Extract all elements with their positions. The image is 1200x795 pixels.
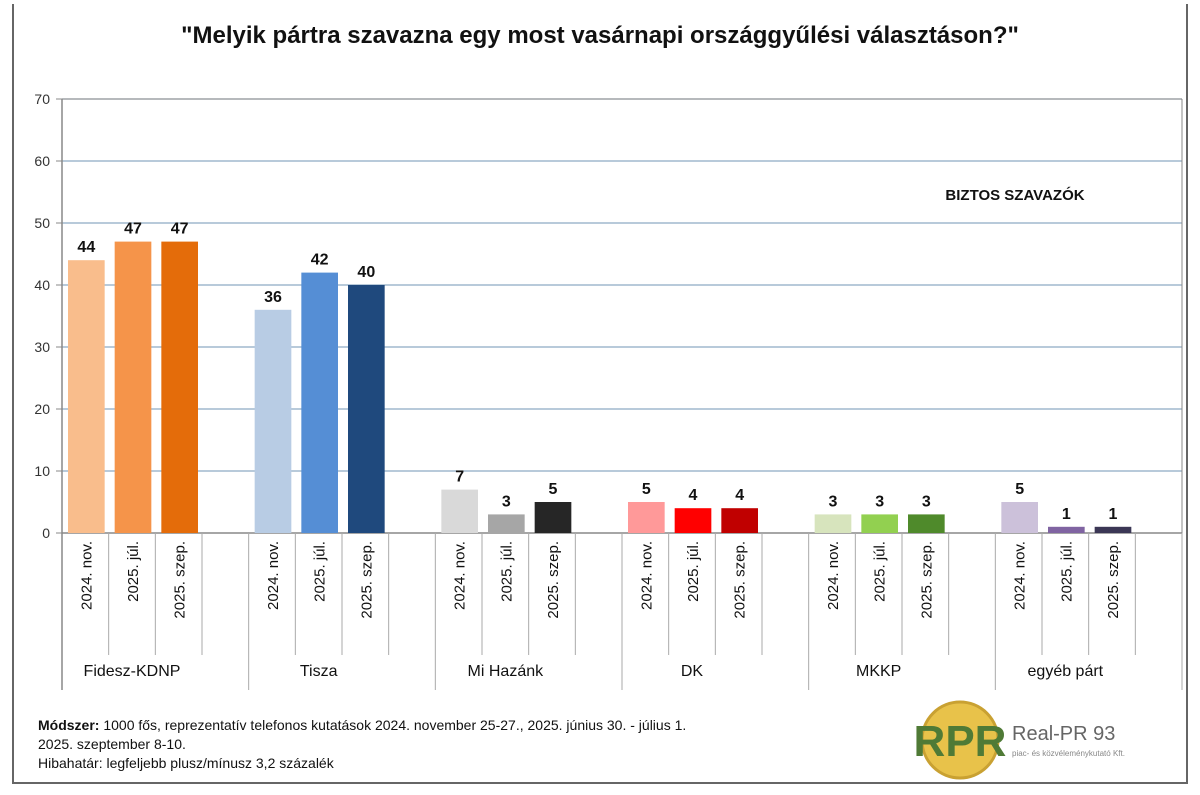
bar-DK-2025. szep. (721, 508, 758, 533)
period-label: 2025. szep. (358, 541, 375, 619)
group-label: Tisza (300, 663, 338, 680)
period-label: 2025. júl. (685, 541, 702, 602)
data-label: 1 (1109, 506, 1118, 523)
period-label: 2024. nov. (825, 541, 842, 610)
y-tick-label: 40 (34, 277, 50, 293)
data-label: 4 (689, 487, 698, 504)
period-label: 2024. nov. (452, 541, 469, 610)
real-pr-logo: RPR Real-PR 93 piac- és közvéleménykutat… (914, 700, 1125, 780)
bar-MKKP-2025. júl. (861, 514, 898, 533)
bar-Tisza-2024. nov. (254, 309, 292, 533)
data-label: 40 (357, 264, 375, 281)
period-label: 2025. júl. (125, 541, 142, 602)
data-label: 5 (549, 481, 558, 498)
group-label: egyéb párt (1028, 663, 1104, 680)
group-label: Mi Hazánk (468, 663, 545, 680)
period-label: 2025. szep. (732, 541, 749, 619)
bar-Fidesz-KDNP-2025. szep. (161, 241, 198, 533)
data-label: 42 (311, 252, 329, 269)
period-label: 2024. nov. (265, 541, 282, 610)
period-label: 2025. júl. (312, 541, 329, 602)
y-tick-label: 0 (42, 525, 50, 541)
bar-Tisza-2025. júl. (301, 272, 338, 533)
methodology-note: Módszer: 1000 fős, reprezentatív telefon… (38, 716, 686, 773)
data-label: 3 (922, 493, 931, 510)
period-label: 2025. szep. (545, 541, 562, 619)
data-label: 44 (77, 239, 95, 256)
data-label: 7 (455, 469, 464, 486)
group-label: Fidesz-KDNP (84, 663, 181, 680)
y-tick-label: 70 (34, 91, 50, 107)
y-tick-label: 30 (34, 339, 50, 355)
bar-MKKP-2024. nov. (814, 514, 852, 533)
bar-Mi Hazánk-2025. júl. (488, 514, 525, 533)
data-label: 36 (264, 289, 282, 306)
logo-name: Real-PR 93 (1012, 723, 1115, 745)
logo-mark: RPR (914, 717, 1007, 766)
period-label: 2025. szep. (918, 541, 935, 619)
bar-Tisza-2025. szep. (348, 285, 385, 533)
bar-Fidesz-KDNP-2024. nov. (68, 260, 105, 533)
data-label: 3 (502, 493, 511, 510)
period-label: 2025. szep. (172, 541, 189, 619)
chart-annotation: BIZTOS SZAVAZÓK (945, 186, 1084, 204)
chart-title: "Melyik pártra szavazna egy most vasárna… (181, 22, 1019, 49)
method-text-2: 2025. szeptember 8-10. (38, 736, 186, 752)
bar-Fidesz-KDNP-2025. júl. (114, 241, 152, 533)
margin-of-error: Hibahatár: legfeljebb plusz/mínusz 3,2 s… (38, 755, 334, 771)
data-label: 5 (642, 481, 651, 498)
bar-Mi Hazánk-2025. szep. (534, 502, 572, 533)
bar-egyéb párt-2025. júl. (1048, 526, 1085, 533)
method-text: 1000 fős, reprezentatív telefonos kutatá… (99, 717, 687, 733)
bar-egyéb párt-2025. szep. (1094, 526, 1132, 533)
period-label: 2024. nov. (1012, 541, 1029, 610)
bar-MKKP-2025. szep. (908, 514, 945, 533)
period-label: 2025. júl. (872, 541, 889, 602)
data-label: 3 (829, 493, 838, 510)
chart-frame (12, 4, 1188, 784)
data-label: 5 (1015, 481, 1024, 498)
period-label: 2025. júl. (1058, 541, 1075, 602)
bar-DK-2025. júl. (674, 508, 712, 533)
period-label: 2025. júl. (498, 541, 515, 602)
data-label: 47 (171, 221, 189, 238)
y-tick-label: 20 (34, 401, 50, 417)
y-tick-label: 10 (34, 463, 50, 479)
y-tick-label: 60 (34, 153, 50, 169)
bar-Mi Hazánk-2024. nov. (441, 489, 478, 533)
group-label: DK (681, 663, 704, 680)
data-label: 47 (124, 221, 142, 238)
method-label: Módszer: (38, 717, 100, 733)
y-tick-label: 50 (34, 215, 50, 231)
data-label: 4 (735, 487, 744, 504)
period-label: 2024. nov. (638, 541, 655, 610)
period-label: 2024. nov. (78, 541, 95, 610)
group-label: MKKP (856, 663, 901, 680)
bar-DK-2024. nov. (628, 502, 665, 533)
data-label: 1 (1062, 506, 1071, 523)
data-label: 3 (875, 493, 884, 510)
bar-egyéb párt-2024. nov. (1001, 502, 1038, 533)
logo-subtitle: piac- és közvéleménykutató Kft. (1012, 749, 1125, 758)
period-label: 2025. szep. (1105, 541, 1122, 619)
